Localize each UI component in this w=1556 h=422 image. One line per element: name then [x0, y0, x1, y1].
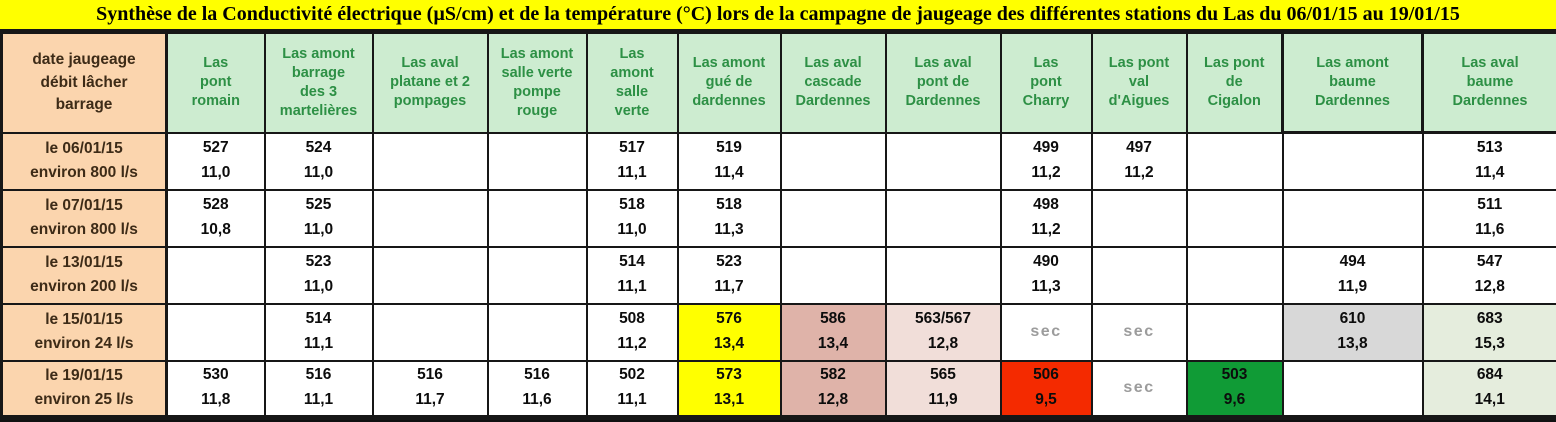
data-cell-empty — [884, 188, 1002, 248]
data-cell-empty — [884, 131, 1002, 191]
table-row: le 15/01/15 environ 24 l/s 514 11,1 508 11… — [0, 302, 1556, 362]
station-header: Las amont baume Dardennes — [1281, 31, 1424, 134]
header-row: date jaugeage débit lâcher barrage Las po… — [0, 31, 1556, 134]
data-cell: 582 12,8 — [779, 359, 887, 419]
data-cell: 518 11,3 — [676, 188, 782, 248]
data-cell: 497 11,2 — [1090, 131, 1188, 191]
date-header-cell: date jaugeage débit lâcher barrage — [0, 31, 168, 134]
data-cell: 517 11,1 — [585, 131, 679, 191]
station-header: Las amont barrage des 3 martelières — [263, 31, 374, 134]
data-cell-empty — [486, 131, 588, 191]
data-cell: 563/567 12,8 — [884, 302, 1002, 362]
data-cell: 499 11,2 — [999, 131, 1093, 191]
data-cell: 524 11,0 — [263, 131, 374, 191]
page-title: Synthèse de la Conductivité électrique (… — [96, 3, 1460, 25]
data-cell-empty — [1281, 131, 1424, 191]
date-cell: le 19/01/15 environ 25 l/s — [0, 359, 168, 419]
data-cell-empty — [486, 245, 588, 305]
data-cell-empty — [1185, 245, 1284, 305]
data-cell: 683 15,3 — [1421, 302, 1556, 362]
data-cell: 523 11,0 — [263, 245, 374, 305]
station-header: Las aval cascade Dardennes — [779, 31, 887, 134]
data-cell: 502 11,1 — [585, 359, 679, 419]
station-header: Las pont romain — [165, 31, 266, 134]
station-header: Las pont de Cigalon — [1185, 31, 1284, 134]
data-cell: 511 11,6 — [1421, 188, 1556, 248]
data-cell-empty — [1281, 188, 1424, 248]
date-cell: le 07/01/15 environ 800 l/s — [0, 188, 168, 248]
data-cell: 573 13,1 — [676, 359, 782, 419]
data-cell: 514 11,1 — [585, 245, 679, 305]
station-header: Las aval pont de Dardennes — [884, 31, 1002, 134]
data-cell-empty — [371, 188, 489, 248]
data-cell-empty — [165, 302, 266, 362]
data-cell: 513 11,4 — [1421, 131, 1556, 191]
data-cell-empty — [165, 245, 266, 305]
data-cell: 498 11,2 — [999, 188, 1093, 248]
station-header: Las amont salle verte — [585, 31, 679, 134]
station-header: Las aval baume Dardennes — [1421, 31, 1556, 134]
data-cell: 586 13,4 — [779, 302, 887, 362]
data-cell-empty — [779, 131, 887, 191]
station-header: Las pont val d'Aigues — [1090, 31, 1188, 134]
data-cell-empty — [486, 188, 588, 248]
data-cell-empty — [371, 131, 489, 191]
station-header: Las pont Charry — [999, 31, 1093, 134]
data-cell: 684 14,1 — [1421, 359, 1556, 419]
data-cell: 523 11,7 — [676, 245, 782, 305]
date-cell: le 13/01/15 environ 200 l/s — [0, 245, 168, 305]
data-cell: 516 11,7 — [371, 359, 489, 419]
data-cell: 506 9,5 — [999, 359, 1093, 419]
data-cell-empty — [1090, 245, 1188, 305]
title-bar: Synthèse de la Conductivité électrique (… — [0, 0, 1556, 31]
data-cell-empty — [371, 245, 489, 305]
data-cell-empty — [1185, 188, 1284, 248]
data-cell: 547 12,8 — [1421, 245, 1556, 305]
data-cell: 508 11,2 — [585, 302, 679, 362]
date-cell: le 06/01/15 environ 800 l/s — [0, 131, 168, 191]
station-header: Las amont salle verte pompe rouge — [486, 31, 588, 134]
table-row: le 19/01/15 environ 25 l/s 530 11,8 516 11… — [0, 359, 1556, 419]
data-cell-empty — [779, 188, 887, 248]
dry-cell: sec — [1090, 359, 1188, 419]
station-header: Las amont gué de dardennes — [676, 31, 782, 134]
data-cell: 518 11,0 — [585, 188, 679, 248]
dry-cell: sec — [1090, 302, 1188, 362]
data-cell-empty — [1185, 302, 1284, 362]
synthesis-table: date jaugeage débit lâcher barrage Las po… — [0, 31, 1556, 420]
data-cell: 494 11,9 — [1281, 245, 1424, 305]
data-cell: 516 11,6 — [486, 359, 588, 419]
date-cell: le 15/01/15 environ 24 l/s — [0, 302, 168, 362]
table-row: le 07/01/15 environ 800 l/s 528 10,8 525 1… — [0, 188, 1556, 248]
data-cell-empty — [371, 302, 489, 362]
data-cell: 516 11,1 — [263, 359, 374, 419]
table-row: le 06/01/15 environ 800 l/s 527 11,0 524 1… — [0, 131, 1556, 191]
data-cell: 530 11,8 — [165, 359, 266, 419]
data-cell: 525 11,0 — [263, 188, 374, 248]
data-cell-empty — [1281, 359, 1424, 419]
data-cell-empty — [884, 245, 1002, 305]
data-cell: 610 13,8 — [1281, 302, 1424, 362]
data-cell: 576 13,4 — [676, 302, 782, 362]
table-row: le 13/01/15 environ 200 l/s 523 11,0 514 1… — [0, 245, 1556, 305]
station-header: Las aval platane et 2 pompages — [371, 31, 489, 134]
data-cell-empty — [1090, 188, 1188, 248]
data-cell: 503 9,6 — [1185, 359, 1284, 419]
data-cell: 514 11,1 — [263, 302, 374, 362]
data-cell: 528 10,8 — [165, 188, 266, 248]
data-cell-empty — [1185, 131, 1284, 191]
data-cell-empty — [486, 302, 588, 362]
data-cell: 519 11,4 — [676, 131, 782, 191]
data-cell: 565 11,9 — [884, 359, 1002, 419]
data-cell-empty — [779, 245, 887, 305]
data-cell: 527 11,0 — [165, 131, 266, 191]
dry-cell: sec — [999, 302, 1093, 362]
data-cell: 490 11,3 — [999, 245, 1093, 305]
